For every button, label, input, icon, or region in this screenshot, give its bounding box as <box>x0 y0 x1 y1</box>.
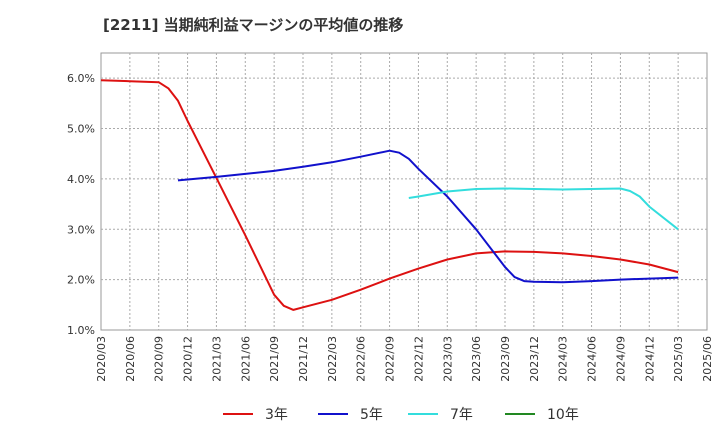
x-tick-label: 2022/03 <box>326 336 339 382</box>
x-tick-label: 2022/12 <box>412 336 425 382</box>
x-tick-label: 2020/03 <box>95 336 108 382</box>
series-line-2 <box>177 149 679 284</box>
y-tick-label: 6.0% <box>67 72 95 85</box>
x-tick-label: 2022/06 <box>355 336 368 382</box>
chart-title: [2211] 当期純利益マージンの平均値の推移 <box>103 16 404 34</box>
x-tick-label: 2020/09 <box>153 336 166 382</box>
x-tick-label: 2024/12 <box>643 336 656 382</box>
y-tick-label: 1.0% <box>67 324 95 337</box>
x-tick-label: 2021/06 <box>239 336 252 382</box>
y-tick-label: 5.0% <box>67 123 95 136</box>
plot-area <box>100 52 708 331</box>
series-line-1 <box>100 79 679 311</box>
legend-label: 3年 <box>265 407 288 423</box>
x-tick-label: 2025/03 <box>672 336 685 382</box>
x-tick-label: 2023/03 <box>441 336 454 382</box>
x-tick-label: 2024/06 <box>586 336 599 382</box>
x-tick-label: 2023/06 <box>470 336 483 382</box>
x-tick-label: 2022/09 <box>384 336 397 382</box>
x-tick-label: 2021/03 <box>210 336 223 382</box>
x-tick-label: 2025/06 <box>701 336 714 382</box>
series-line-3 <box>408 187 679 231</box>
y-tick-label: 4.0% <box>67 173 95 186</box>
legend-label: 10年 <box>547 407 579 423</box>
x-tick-label: 2021/09 <box>268 336 281 382</box>
x-tick-label: 2020/06 <box>124 336 137 382</box>
x-tick-label: 2023/09 <box>499 336 512 382</box>
y-tick-label: 3.0% <box>67 223 95 236</box>
x-tick-label: 2024/09 <box>614 336 627 382</box>
y-tick-label: 2.0% <box>67 274 95 287</box>
legend-label: 7年 <box>450 407 473 423</box>
x-tick-label: 2020/12 <box>182 336 195 382</box>
x-tick-label: 2021/12 <box>297 336 310 382</box>
x-tick-label: 2024/03 <box>557 336 570 382</box>
legend-label: 5年 <box>360 407 383 423</box>
x-tick-label: 2023/12 <box>528 336 541 382</box>
